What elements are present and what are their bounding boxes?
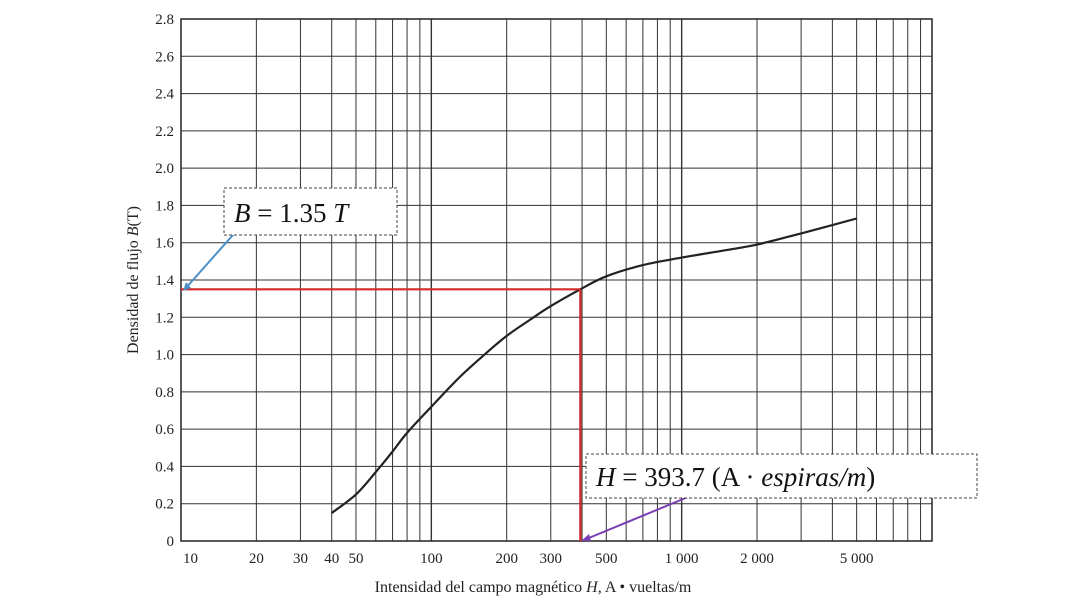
- y-tick-labels: 0 0.2 0.4 0.6 0.8 1.0 1.2 1.4 1.6 1.8 2.0 2.2 2.4 2.6…: [155, 12, 174, 550]
- x-tick-label: 30: [293, 551, 308, 567]
- x-axis-title: Intensidad del campo magnético H, A • vu…: [375, 579, 692, 596]
- h-arrowhead: [581, 534, 591, 541]
- y-tick-label: 0: [167, 534, 175, 550]
- y-tick-label: 2.4: [155, 87, 174, 103]
- b-value-callout: B = 1.35 T: [223, 187, 398, 236]
- x-tick-label: 10: [183, 551, 198, 567]
- y-tick-label: 2.6: [155, 49, 174, 65]
- y-tick-label: 0.8: [155, 385, 174, 401]
- x-tick-label: 20: [249, 551, 264, 567]
- x-tick-label: 500: [595, 551, 618, 567]
- plot-frame: [180, 18, 933, 542]
- y-tick-label: 2.2: [155, 124, 174, 140]
- x-tick-label: 50: [348, 551, 363, 567]
- y-tick-label: 1.2: [155, 310, 174, 326]
- x-tick-label: 200: [495, 551, 518, 567]
- b-value-text: B = 1.35 T: [234, 198, 350, 228]
- y-tick-label: 0.4: [155, 459, 174, 475]
- x-tick-label: 2 000: [740, 551, 774, 567]
- y-tick-label: 2.8: [155, 12, 174, 28]
- x-tick-label: 1 000: [665, 551, 699, 567]
- y-tick-label: 1.8: [155, 198, 174, 214]
- x-tick-label: 5 000: [840, 551, 874, 567]
- b-callout-arrow: [184, 226, 241, 290]
- bh-curve-line: [331, 217, 857, 514]
- y-tick-label: 1.0: [155, 348, 174, 364]
- y-tick-label: 1.6: [155, 236, 174, 252]
- x-tick-label: 300: [540, 551, 563, 567]
- h-value-callout: H = 393.7 (A · espiras/m): [585, 453, 978, 499]
- b-arrowhead: [183, 282, 191, 291]
- y-tick-label: 1.4: [155, 273, 174, 289]
- h-callout-arrow: [583, 496, 689, 541]
- x-tick-label: 40: [324, 551, 339, 567]
- h-value-text: H = 393.7 (A · espiras/m): [595, 462, 875, 492]
- y-tick-label: 0.6: [155, 422, 174, 438]
- x-tick-labels: 10 20 30 40 50 100 200 300 500 1 000 2 000 5 000: [183, 551, 874, 567]
- y-tick-label: 2.0: [155, 161, 174, 177]
- x-tick-label: 100: [420, 551, 443, 567]
- y-tick-label: 0.2: [155, 497, 174, 513]
- y-axis-title: Densidad de flujo B(T): [125, 206, 142, 354]
